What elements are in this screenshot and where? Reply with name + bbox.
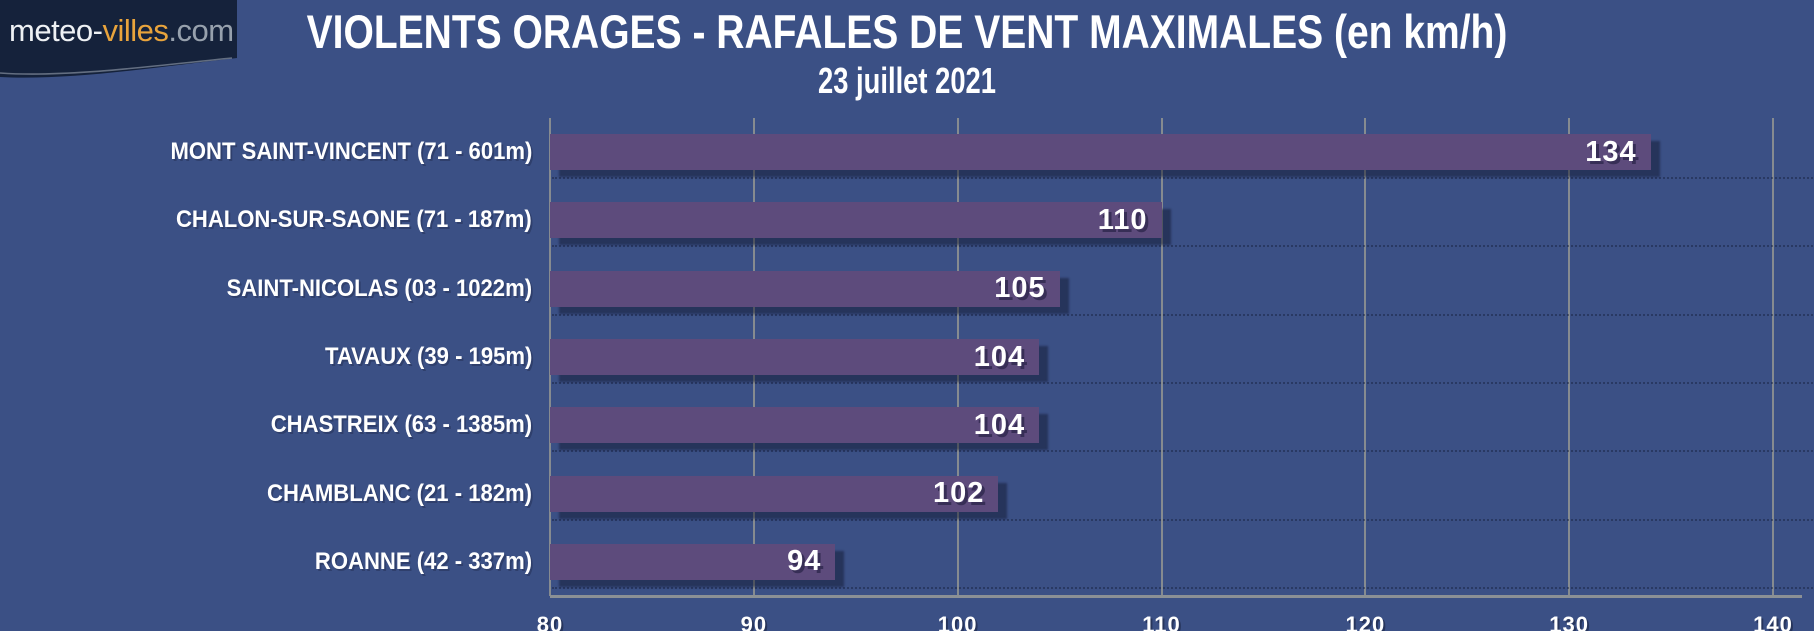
x-tick-label-90: 90 [740,612,768,631]
row-separator [552,177,1813,180]
category-label: MONT SAINT-VINCENT (71 - 601m) [170,138,532,166]
bar-value-label: 110 [1097,203,1148,236]
gridline-140 [1772,118,1774,596]
bar-value-label: 134 [1585,135,1637,168]
gridline-130 [1568,118,1571,596]
x-tick-label-100: 100 [937,612,978,631]
logo-text-meteo: meteo- [9,13,103,48]
bar: 102 [550,475,999,512]
gridline-120 [1364,118,1367,596]
bar: 110 [550,202,1162,239]
plot-area: MONT SAINT-VINCENT (71 - 601m) 134 CHALON-… [170,118,1813,631]
gridline-110 [1160,118,1163,596]
bar-value-label: 104 [973,340,1026,373]
category-label: CHASTREIX (63 - 1385m) [270,411,532,439]
row-separator [552,586,1813,589]
logo-text: meteo-villes.com [9,13,234,49]
row-separator [552,245,1813,248]
bar-value-label: 94 [787,545,822,578]
row-separator [552,518,1813,521]
x-tick-label-140: 140 [1753,612,1793,631]
bar: 94 [550,543,836,580]
meteo-villes-logo[interactable]: meteo-villes.com [0,0,237,88]
bar: 104 [550,339,1040,375]
bar-value-label: 104 [973,408,1026,441]
x-tick-label-120: 120 [1345,612,1386,631]
category-label: ROANNE (42 - 337m) [314,547,532,575]
row-separator [552,382,1813,384]
row-separator [552,450,1813,453]
bar: 134 [550,134,1651,171]
bar: 105 [550,270,1060,307]
logo-text-com: .com [168,13,234,48]
chart-subtitle: 23 juillet 2021 [818,60,996,101]
category-label: CHALON-SUR-SAONE (71 - 187m) [176,206,532,234]
category-label: SAINT-NICOLAS (03 - 1022m) [226,274,532,302]
logo-swoosh-shape [0,0,237,78]
category-label: CHAMBLANC (21 - 182m) [266,479,532,507]
x-tick-label-130: 130 [1549,612,1590,631]
x-axis-line [550,595,1802,598]
bar-value-label: 105 [994,272,1046,305]
category-label: TAVAUX (39 - 195m) [324,343,532,370]
bar: 104 [550,407,1040,444]
row-separator [552,313,1813,316]
x-tick-label-110: 110 [1142,612,1181,631]
chart-title: VIOLENTS ORAGES - RAFALES DE VENT MAXIMA… [306,5,1508,58]
x-tick-label-80: 80 [536,612,564,631]
logo-text-villes: villes [102,13,169,48]
bar-value-label: 102 [933,477,985,510]
